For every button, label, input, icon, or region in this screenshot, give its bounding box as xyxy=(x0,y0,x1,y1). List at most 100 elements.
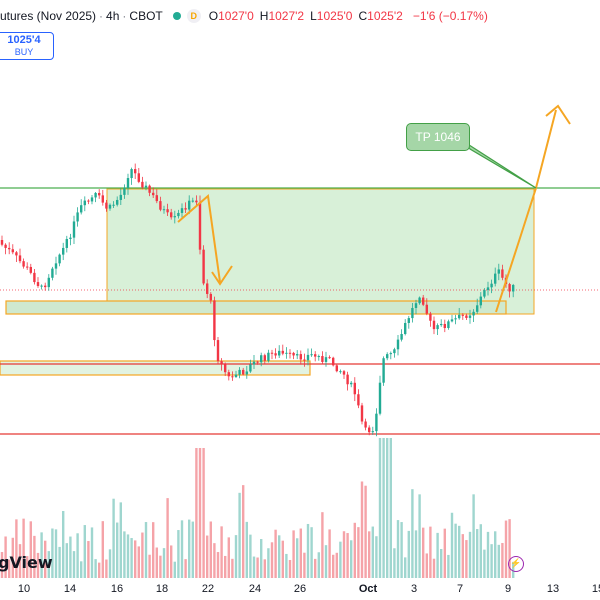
volume-bar xyxy=(198,448,202,578)
candle xyxy=(288,352,292,354)
candle xyxy=(508,284,511,292)
volume-bar xyxy=(155,547,158,578)
volume-bar xyxy=(278,535,281,578)
volume-bar xyxy=(98,562,101,578)
volume-bar xyxy=(206,535,209,578)
candle xyxy=(126,178,130,188)
volume-bar xyxy=(458,525,461,578)
separator: · xyxy=(122,9,127,23)
exchange-label: CBOT xyxy=(129,9,163,23)
support-zone-lower xyxy=(0,360,311,376)
candle xyxy=(87,200,90,202)
candle xyxy=(418,297,421,304)
volume-bar xyxy=(72,551,76,578)
volume-bar xyxy=(346,533,349,578)
volume-bar xyxy=(216,552,220,578)
candle xyxy=(141,181,144,188)
volume-bar xyxy=(180,520,184,578)
volume-bar xyxy=(144,522,148,578)
volume-bar xyxy=(65,543,68,578)
candle xyxy=(321,356,324,362)
candle xyxy=(278,350,281,356)
candle xyxy=(22,261,25,267)
volume-bar xyxy=(256,557,259,578)
volume-bar xyxy=(299,528,302,578)
volume-bar xyxy=(317,552,320,578)
x-tick-label: 26 xyxy=(293,583,307,595)
volume-bar xyxy=(26,556,29,578)
x-tick-label: 15 xyxy=(591,583,600,595)
candle xyxy=(11,249,14,253)
resistance-zone xyxy=(106,188,535,315)
candle xyxy=(101,195,104,203)
x-tick-label: 7 xyxy=(456,583,464,595)
candle xyxy=(432,320,436,330)
arrow-head-up xyxy=(545,104,571,125)
volume-bar xyxy=(40,532,43,578)
volume-bar xyxy=(404,557,407,578)
volume-bar xyxy=(440,549,443,578)
volume-bar xyxy=(245,521,248,578)
candle xyxy=(490,283,493,288)
candle xyxy=(26,266,29,268)
interval-label[interactable]: 4h xyxy=(106,9,120,23)
candle xyxy=(173,216,176,218)
volume-bar xyxy=(425,553,428,578)
candle xyxy=(44,285,47,288)
candle xyxy=(342,371,346,375)
candle xyxy=(468,315,472,318)
volume-bar xyxy=(162,548,166,578)
volume-bar xyxy=(4,536,7,578)
volume-bar xyxy=(188,519,191,578)
volume-bar xyxy=(58,546,61,578)
candle xyxy=(65,239,68,248)
buy-button[interactable]: 1025'4 BUY xyxy=(0,32,54,60)
candle xyxy=(425,304,428,314)
volume-bar xyxy=(476,529,479,578)
take-profit-callout[interactable]: TP 1046 xyxy=(406,123,470,151)
candle xyxy=(414,303,418,308)
delayed-badge[interactable]: D xyxy=(186,9,201,23)
lightning-icon[interactable]: ⚡ xyxy=(508,556,524,572)
separator: · xyxy=(99,9,104,23)
volume-bar xyxy=(116,522,119,578)
candle xyxy=(123,187,126,195)
candle xyxy=(234,374,238,377)
candle xyxy=(231,376,234,378)
volume-bar xyxy=(94,559,97,578)
candle xyxy=(299,354,302,360)
candle xyxy=(285,352,288,354)
volume-bar xyxy=(364,485,367,578)
candle xyxy=(105,202,108,209)
volume-bar xyxy=(134,540,137,578)
candle xyxy=(332,357,335,366)
candle xyxy=(130,169,133,179)
candle xyxy=(360,405,364,422)
projection-arrow-down xyxy=(177,194,221,283)
candle xyxy=(339,371,342,373)
volume-bar xyxy=(378,438,382,578)
volume-bar xyxy=(270,542,274,578)
projection-arrow-up xyxy=(495,109,557,313)
candle xyxy=(501,269,504,278)
candle xyxy=(213,300,216,341)
volume-bar xyxy=(321,512,324,578)
volume-bar xyxy=(108,549,112,578)
volume-bar xyxy=(483,549,486,578)
candle xyxy=(83,200,86,206)
candle xyxy=(36,282,40,287)
volume-bar xyxy=(119,502,122,578)
volume-bar xyxy=(18,544,22,578)
candle xyxy=(198,202,202,250)
support-zone-upper xyxy=(5,300,507,315)
candle xyxy=(443,323,446,329)
candle xyxy=(202,249,205,284)
candle xyxy=(296,354,299,356)
candle xyxy=(76,212,79,222)
candle xyxy=(224,363,227,373)
time-axis[interactable]: 10 14 16 18 22 24 26 Oct 3 7 9 13 15 xyxy=(0,580,600,600)
symbol-title[interactable]: utures (Nov 2025) xyxy=(0,9,97,23)
volume-bar xyxy=(191,521,194,578)
candle xyxy=(94,192,97,198)
